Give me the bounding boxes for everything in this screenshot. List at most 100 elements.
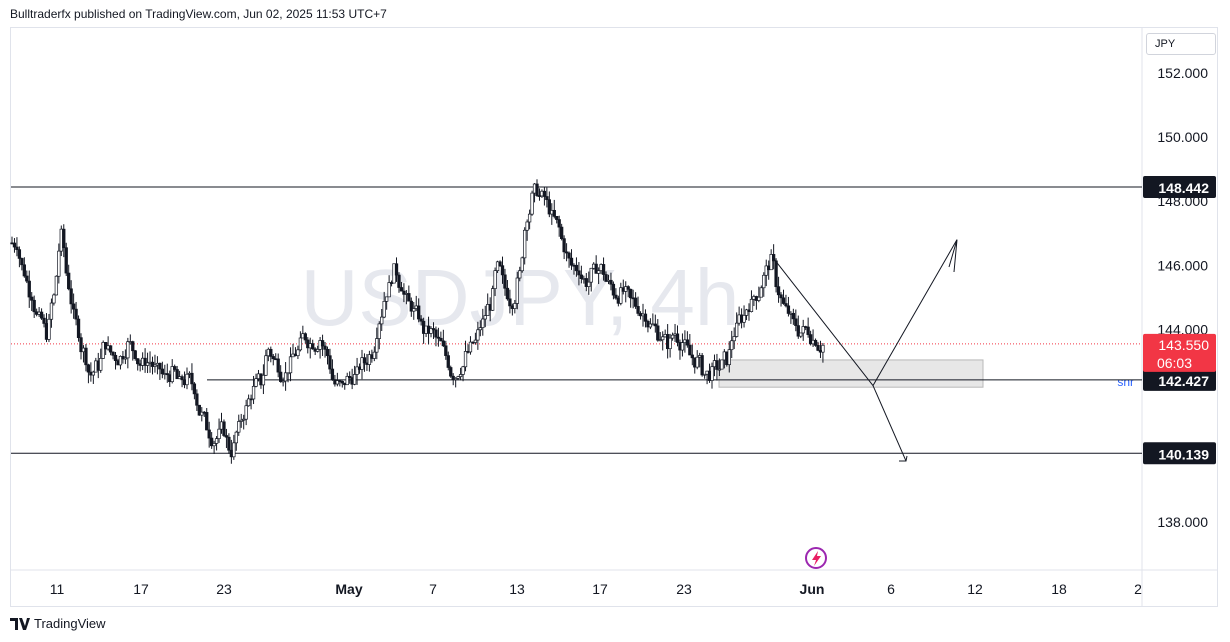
candle-body [670,334,675,339]
candle-body [614,294,618,299]
y-tick-label: 138.000 [1157,514,1208,530]
candle-body [246,398,251,407]
candle-body [749,298,754,312]
candle-body [22,264,26,277]
candle-body [160,368,165,375]
candle-body [468,341,473,353]
snr-zone [718,359,984,388]
candle-body [325,348,330,357]
time-axis[interactable]: 11 17 23 May 7 13 17 23 Jun 6 12 18 2 [50,581,1142,597]
snr-zone-label: snr [1117,375,1134,389]
candle-body [67,272,71,290]
candle-body [362,357,367,364]
snr-zone-layer: snr [718,359,1134,389]
level-price-badge [1143,176,1216,199]
candle-body [587,281,591,287]
candle-body [710,366,714,381]
price-axis[interactable]: 152.000150.000148.000146.000144.000138.0… [1157,65,1208,530]
candle-body [626,286,630,290]
candle-body [27,280,31,298]
candle-body [20,258,24,266]
candle-body [180,376,184,381]
candle-body [609,279,613,285]
candle-body [503,274,507,289]
candle-body [32,299,36,313]
candle-body [675,333,680,343]
candle-body [62,228,66,249]
candle-body [629,288,633,299]
candle-body [136,358,140,365]
candle-body [173,366,177,370]
candle-body [190,372,194,385]
candle-body [476,329,480,341]
currency-badge[interactable]: JPY [1146,33,1216,55]
candle-body [577,270,581,276]
candle-body [604,274,608,282]
candle-body [131,341,135,352]
candle-body [813,339,818,346]
candle-body [17,249,22,259]
candle-body [557,219,561,228]
candle-body [567,252,571,259]
x-tick-label: 12 [967,581,983,597]
candle-body [145,362,150,366]
candle-body [498,261,502,267]
candle-body [113,354,118,361]
candle-body [52,294,56,304]
candle-body [451,375,455,381]
lightning-icon[interactable] [805,547,827,569]
candle-body [508,298,512,307]
x-tick-label: 6 [887,581,895,597]
x-tick-label: 18 [1051,581,1067,597]
arrow-head-down [898,455,908,462]
candle-body [30,296,34,301]
candle-body [685,339,690,346]
candle-body [776,286,781,296]
candle-body [478,327,482,331]
candle-body [126,341,130,359]
candle-body [399,287,404,292]
candle-body [668,337,672,350]
footer-brand-text: TradingView [34,616,106,631]
candle-body [579,274,584,279]
candle-body [454,378,458,381]
candle-body [303,333,307,341]
candle-body [463,351,468,368]
candle-body [759,287,763,298]
x-tick-label: 7 [429,581,437,597]
candle-body [419,318,423,322]
candle-body [611,283,616,296]
candle-body [493,270,497,289]
candle-body [429,328,433,334]
candle-body [757,296,761,301]
candle-body [355,366,359,375]
chart-frame[interactable] [10,27,1218,607]
candle-body [680,342,685,351]
candle-body [175,369,179,380]
candle-body [227,436,231,451]
candle-body [217,428,221,439]
candle-body [111,351,115,356]
candle-body [76,318,81,339]
candle-body [205,412,209,431]
level-price-badge-label: 140.139 [1158,446,1209,462]
candle-body [222,421,226,436]
candle-body [360,357,364,370]
candle-body [481,318,485,328]
candle-body [688,344,692,356]
candle-body [296,349,300,357]
candle-body [530,192,534,215]
candle-body [210,437,214,447]
candle-body [495,261,500,271]
candle-body [42,317,46,324]
candle-body [596,270,601,274]
candle-body [515,277,519,304]
candle-body [735,322,739,337]
candle-body [251,385,256,400]
candle-body [340,380,344,384]
candle-body [254,378,258,387]
candle-body [348,375,352,378]
candle-body [720,359,724,370]
candle-body [242,418,246,421]
